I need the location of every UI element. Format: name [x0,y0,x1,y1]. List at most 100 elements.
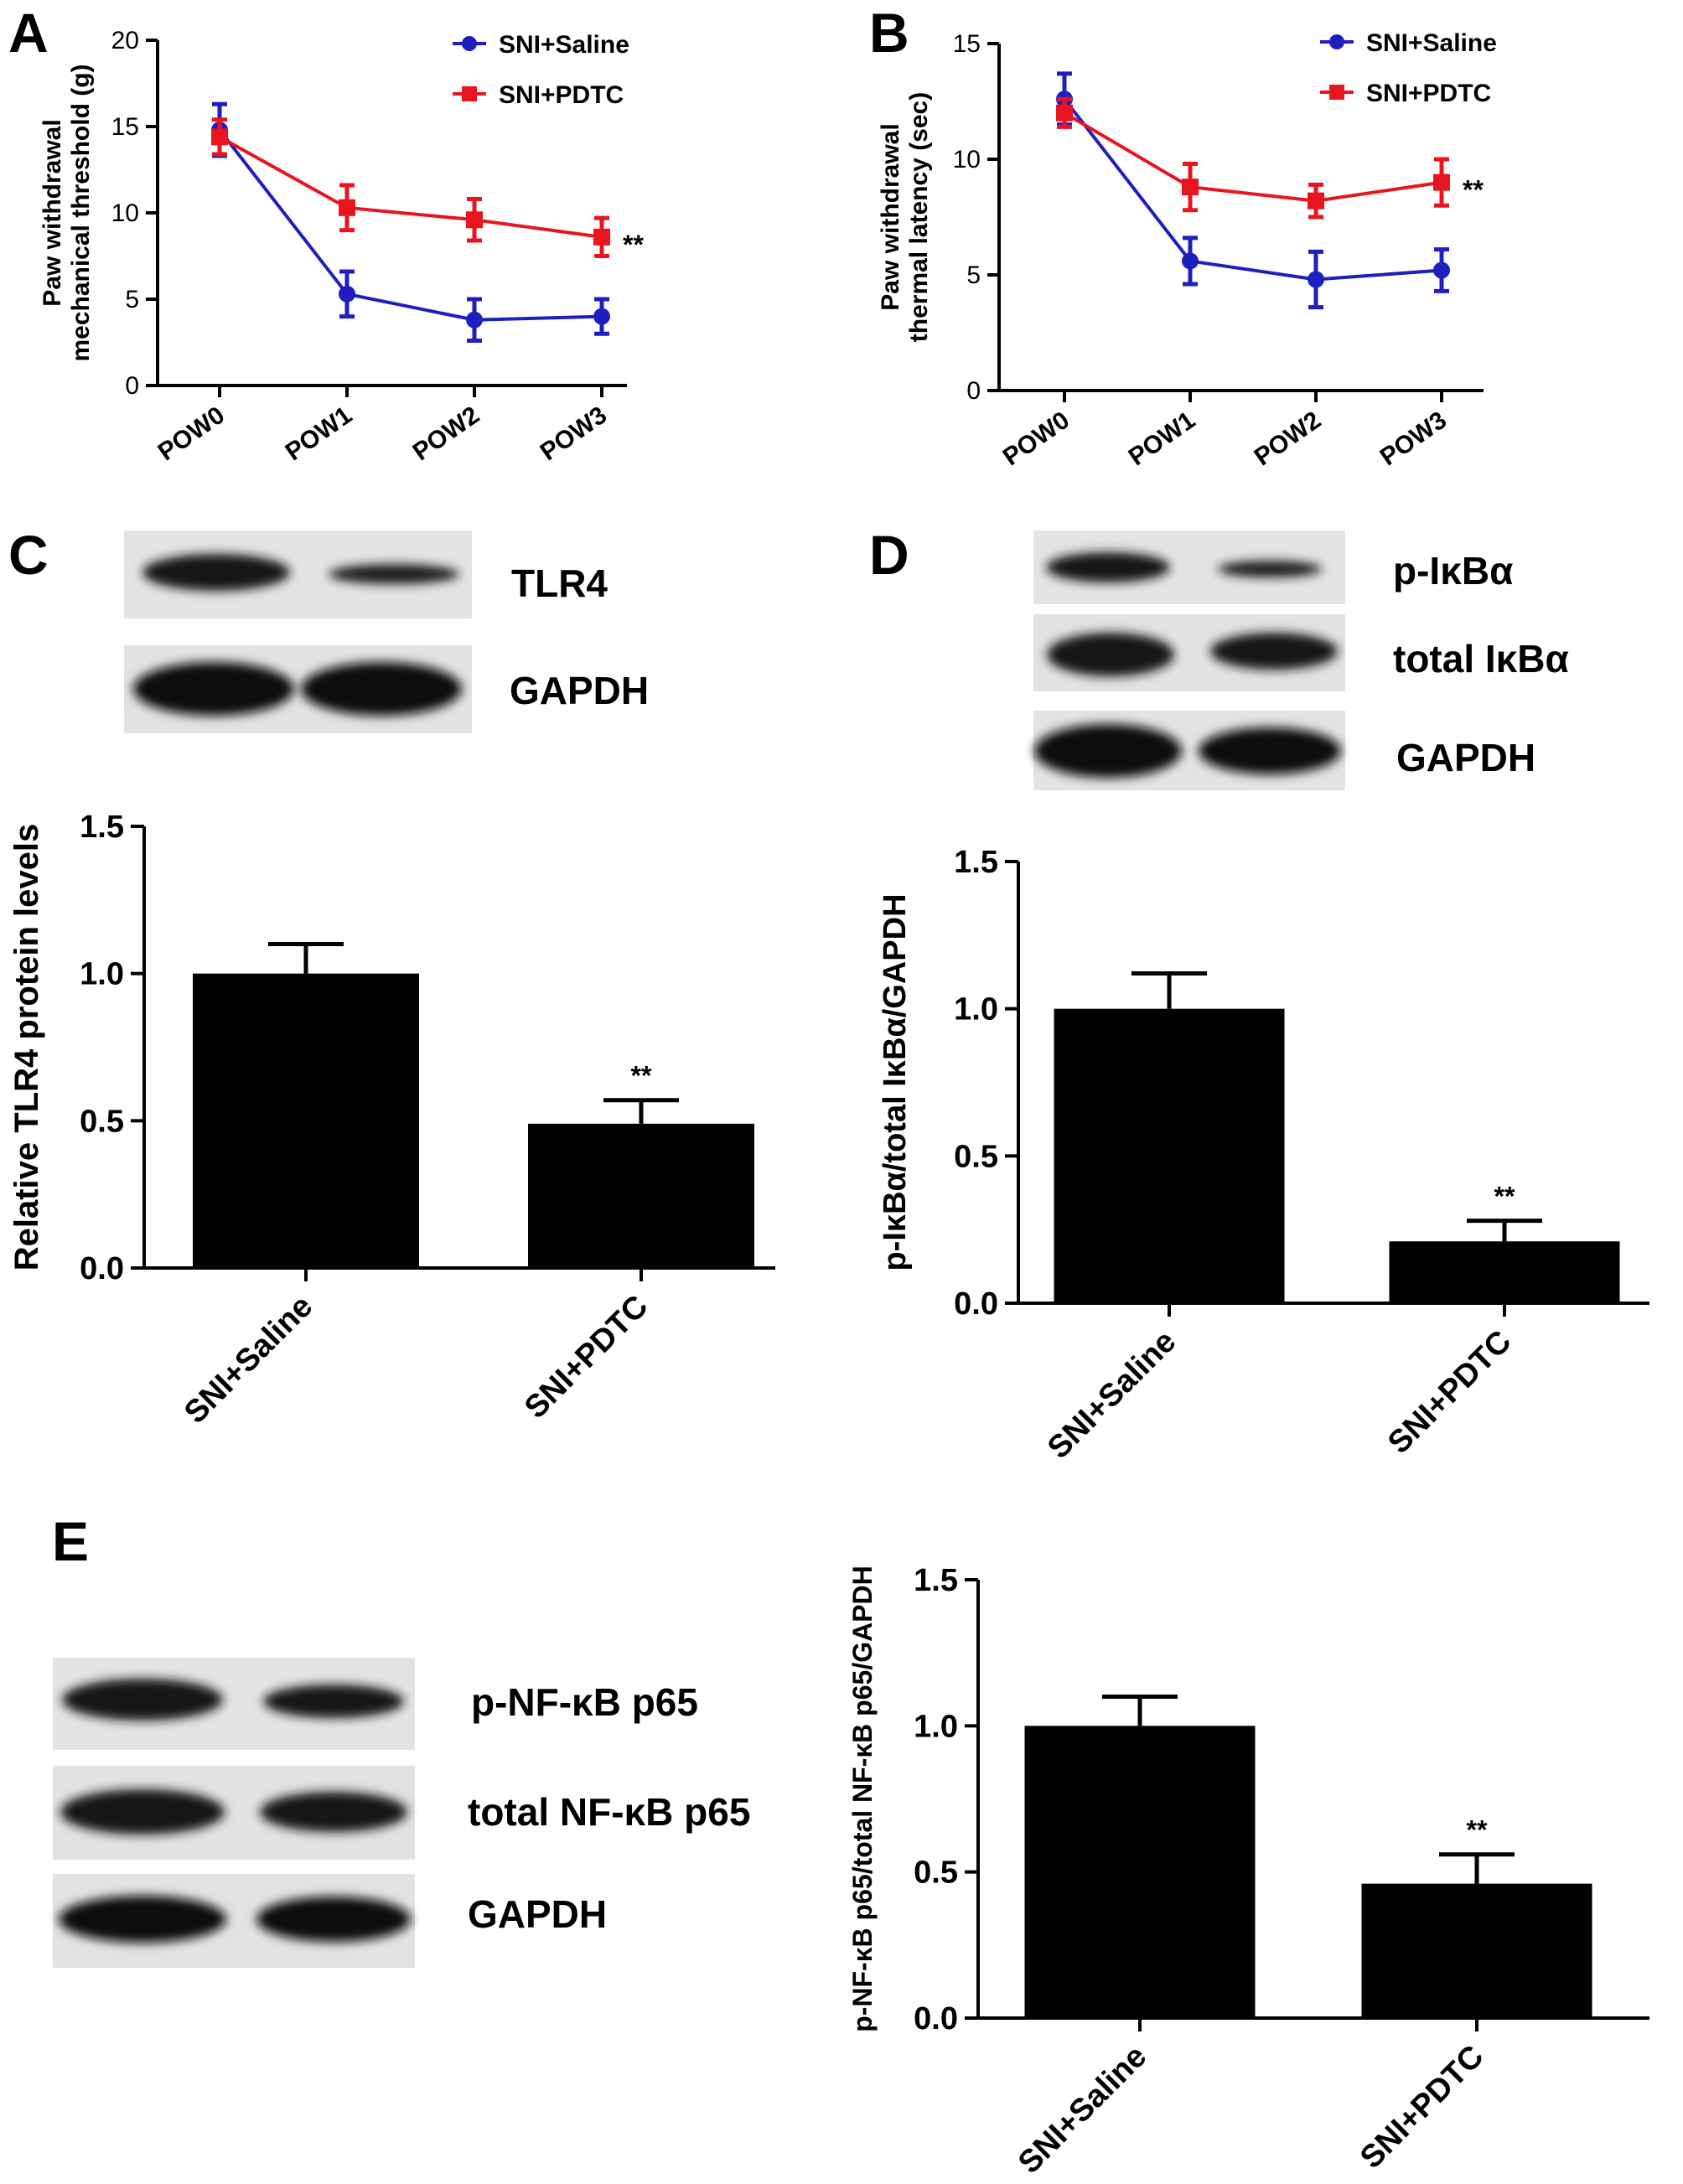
bar-saline [1054,1008,1285,1303]
western-blot-c [124,530,472,733]
x-tick-label: POW1 [281,401,357,467]
x-tick-label: SNI+PDTC [1354,2039,1490,2176]
panel-d: D p-IκBα total IκBα GAPDH 0.0 0.5 1.0 1.5 SN… [869,524,1649,1466]
y-tick-label: 1.0 [914,1709,958,1744]
x-tick-label: SNI+PDTC [518,1289,655,1426]
legend-label: SNI+PDTC [499,81,624,109]
significance-marker: ** [1463,175,1484,205]
y-tick-label: 10 [111,199,139,227]
data-point [1056,104,1073,122]
data-point [1433,173,1450,191]
blot-label-p-ikba: p-IκBα [1393,549,1513,593]
legend-label: SNI+Saline [1366,29,1497,57]
y-tick-label: 0 [125,372,139,400]
y-axis-label: thermal latency (sec) [905,92,933,342]
panel-a: A 0 5 10 15 20 POW0 POW1 POW2 POW3 Paw withdrawal… [8,2,644,466]
panel-c: C TLR4 GAPDH 0.0 0.5 1.0 1.5 SNI+Saline SNI+P… [8,524,775,1431]
y-axis-label: Paw withdrawal [39,119,66,306]
y-axis-label: p-IκBα/total IκBα/GAPDH [878,893,913,1271]
x-tick-label: POW0 [153,401,230,467]
panel-letter-a: A [8,2,49,64]
blot-label-p-nfkb-p65: p-NF-κB p65 [471,1680,698,1724]
x-tick-label: POW2 [408,401,484,467]
series-line-pdtc [1063,111,1442,203]
x-tick-label: SNI+Saline [1012,2039,1153,2181]
chart-c: 0.0 0.5 1.0 1.5 SNI+Saline SNI+PDTC ** Relative… [8,810,775,1431]
data-point [339,199,355,216]
x-tick-label: POW2 [1250,406,1326,472]
blot-band [301,662,462,716]
y-axis-label: Paw withdrawal [877,123,904,310]
blot-band [133,662,294,716]
western-blot-d [1033,530,1345,790]
y-tick-label: 5 [966,261,981,289]
y-tick-label: 0.5 [954,1139,998,1174]
blot-band [1210,633,1338,670]
data-point [466,211,483,229]
data-point [1182,252,1199,270]
blot-band [59,1896,226,1943]
y-tick-label: 1.0 [954,992,998,1027]
series-line-pdtc [219,135,603,239]
legend-marker [1329,34,1344,49]
y-axis-label: mechanical threshold (g) [67,64,95,361]
panel-letter-b: B [869,2,909,64]
chart-e: 0.0 0.5 1.0 1.5 SNI+Saline SNI+PDTC ** p-NF-κB … [847,1563,1649,2181]
legend-label: SNI+PDTC [1366,80,1491,107]
y-tick-label: 1.5 [954,845,998,880]
y-tick-label: 5 [125,286,139,313]
x-tick-label: POW3 [536,401,612,467]
significance-marker: ** [631,1061,652,1091]
blot-band [142,554,290,591]
y-axis-label: p-NF-κB p65/total NF-κB p65/GAPDH [847,1566,878,2032]
x-tick-label: SNI+Saline [1041,1324,1183,1466]
blot-band [256,1897,411,1942]
data-point [1433,261,1450,279]
western-blot-e [53,1658,415,1968]
panel-letter-d: D [869,524,909,586]
significance-marker: ** [623,230,644,260]
y-tick-label: 10 [953,146,981,173]
bar-saline [1024,1726,1256,2018]
blot-band [263,1685,404,1718]
blot-label-tlr4: TLR4 [511,562,608,605]
x-tick-label: POW0 [998,406,1075,472]
panel-letter-e: E [52,1510,89,1572]
data-point [593,228,610,246]
y-tick-label: 20 [111,27,139,54]
y-tick-label: 0.5 [80,1104,124,1139]
blot-band [1047,633,1174,676]
bar-pdtc [1389,1241,1620,1303]
significance-marker: ** [1494,1182,1515,1212]
y-tick-label: 0.5 [914,1855,958,1891]
data-point [1182,179,1199,196]
y-tick-label: 0.0 [80,1251,124,1286]
data-point [211,128,228,146]
legend-marker [462,86,477,101]
legend-marker [462,36,477,51]
series-line-saline [218,128,603,322]
panel-letter-c: C [8,524,49,586]
blot-band [1199,727,1341,774]
data-point [1308,192,1324,210]
data-point [1308,271,1324,288]
blot-label-gapdh: GAPDH [1396,736,1535,779]
blot-label-gapdh: GAPDH [510,669,649,712]
x-tick-label: SNI+Saline [178,1289,319,1431]
x-tick-label: POW1 [1124,406,1200,472]
x-tick-label: POW3 [1375,406,1452,472]
blot-band [1046,552,1170,582]
bar-saline [193,973,419,1268]
data-point [466,311,483,329]
data-point [593,308,610,325]
panel-e: E p-NF-κB p65 total NF-κB p65 GAPDH 0.00… [52,1510,1649,2181]
blot-band [1218,561,1322,577]
panel-b: B 0 5 10 15 POW0 POW1 POW2 POW3 Paw withdrawal th… [869,2,1497,471]
blot-band [60,1789,225,1835]
x-tick-label: SNI+PDTC [1381,1324,1518,1461]
blot-band [62,1679,223,1721]
significance-marker: ** [1467,1815,1488,1845]
chart-b: 0 5 10 15 POW0 POW1 POW2 POW3 Paw withdrawal ther… [877,29,1497,471]
y-tick-label: 0 [966,377,981,405]
